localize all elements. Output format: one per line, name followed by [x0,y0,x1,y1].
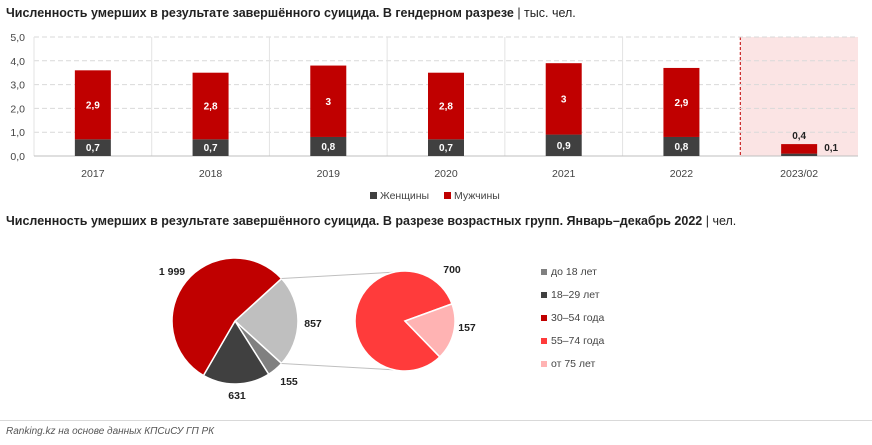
pie-data-label: 631 [228,390,246,402]
pie-slice-secondary [403,302,456,358]
legend-swatch [541,315,547,321]
chart-title-age: Численность умерших в результате завершё… [6,214,736,228]
chart-title-age-text: Численность умерших в результате завершё… [6,214,703,228]
data-label-women: 0,1 [824,143,838,154]
title-separator: | [702,214,713,228]
legend-swatch [541,338,547,344]
data-label-men: 2,8 [204,102,218,113]
data-label-women: 0,7 [204,143,218,154]
connector-line [281,271,398,280]
legend-label: 55–74 года [551,335,604,347]
source-divider [0,420,872,421]
y-tick-label: 1,0 [10,127,25,139]
bar-men [781,144,818,154]
chart-title-age-unit: чел. [712,214,737,228]
data-label-men: 3 [326,97,332,108]
legend-label: от 75 лет [551,358,596,370]
data-label-women: 0,7 [86,143,100,154]
y-tick-label: 3,0 [10,80,25,92]
legend-label: Женщины [380,190,429,202]
chart-title-gender-text: Численность умерших в результате завершё… [6,6,514,20]
source-note: Ranking.kz на основе данных КПСиСУ ГП РК [6,426,215,437]
bar-men [74,70,111,140]
bar-women [781,153,818,156]
pie-data-label: 1 999 [159,266,185,278]
bar-women [192,139,229,156]
bar-men [428,72,464,140]
bar-women [74,139,111,156]
legend-label: Мужчины [454,190,500,202]
highlight-region [740,37,858,156]
pie-data-label: 857 [304,318,322,330]
pie-data-label: 700 [443,264,461,276]
pie-slice-main [233,277,299,365]
y-tick-label: 4,0 [10,56,25,68]
x-tick-label: 2017 [81,168,105,180]
data-label-women: 0,8 [321,142,335,153]
legend-label: 30–54 года [551,312,604,324]
pie-slice-secondary [354,270,453,372]
pie-slice-main [202,319,270,385]
data-label-women: 0,9 [557,141,571,152]
x-tick-label: 2020 [434,168,458,180]
data-label-men: 3 [561,94,567,105]
bar-men [663,67,700,137]
bar-women [310,136,347,156]
bar-women [545,134,582,156]
data-label-men: 2,9 [86,100,100,111]
data-label-men: 0,4 [792,131,806,142]
connector-line [281,362,398,371]
legend-label: 18–29 лет [551,289,600,301]
x-tick-label: 2023/02 [780,168,818,180]
x-tick-label: 2021 [552,168,576,180]
legend-swatch [370,192,377,199]
title-separator: | [513,6,525,20]
data-label-women: 0,8 [674,142,688,153]
x-tick-label: 2018 [199,168,223,180]
y-tick-label: 5,0 [10,32,25,44]
data-label-women: 0,7 [439,143,453,154]
data-label-men: 2,8 [439,102,453,113]
bar-men [310,65,347,137]
legend-swatch [541,269,547,275]
data-label-men: 2,9 [674,98,688,109]
legend-label: до 18 лет [551,266,597,278]
pie-data-label: 155 [280,376,298,388]
legend-swatch [541,292,547,298]
y-tick-label: 0,0 [10,151,25,163]
bar-men [192,72,229,140]
legend-swatch [541,361,547,367]
x-tick-label: 2019 [317,168,341,180]
chart-title-gender-unit: тыс. чел. [524,6,576,20]
bar-men [545,63,582,135]
bar-women [663,136,700,156]
y-tick-label: 2,0 [10,103,25,115]
pie-data-label: 157 [458,322,476,334]
legend-swatch [444,192,451,199]
bar-women [428,139,464,156]
x-tick-label: 2022 [670,168,694,180]
pie-slice-main [171,257,283,377]
chart-title-gender: Численность умерших в результате завершё… [6,6,576,20]
